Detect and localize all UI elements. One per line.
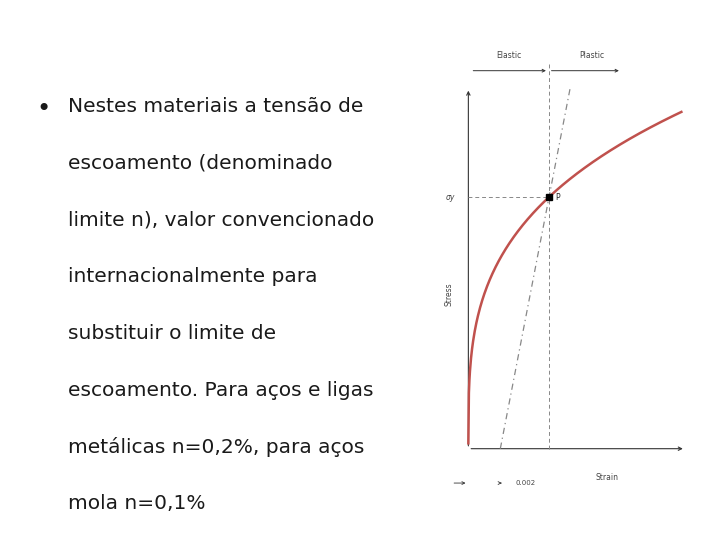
Text: limite n), valor convencionado: limite n), valor convencionado — [68, 211, 374, 229]
Text: escoamento. Para aços e ligas: escoamento. Para aços e ligas — [68, 381, 374, 400]
Text: mola n=0,1%: mola n=0,1% — [68, 494, 206, 513]
Text: Stress: Stress — [445, 282, 454, 306]
Text: metálicas n=0,2%, para aços: metálicas n=0,2%, para aços — [68, 437, 365, 457]
Text: escoamento (denominado: escoamento (denominado — [68, 154, 333, 173]
Text: 0.002: 0.002 — [516, 480, 536, 486]
Text: internacionalmente para: internacionalmente para — [68, 267, 318, 286]
Text: Plastic: Plastic — [579, 51, 604, 60]
Text: σy: σy — [446, 193, 456, 202]
Text: •: • — [36, 97, 50, 121]
Text: P: P — [555, 193, 559, 202]
Text: Nestes materiais a tensão de: Nestes materiais a tensão de — [68, 97, 364, 116]
Text: substituir o limite de: substituir o limite de — [68, 324, 276, 343]
Text: Strain: Strain — [595, 472, 618, 482]
Text: Elastic: Elastic — [496, 51, 521, 60]
